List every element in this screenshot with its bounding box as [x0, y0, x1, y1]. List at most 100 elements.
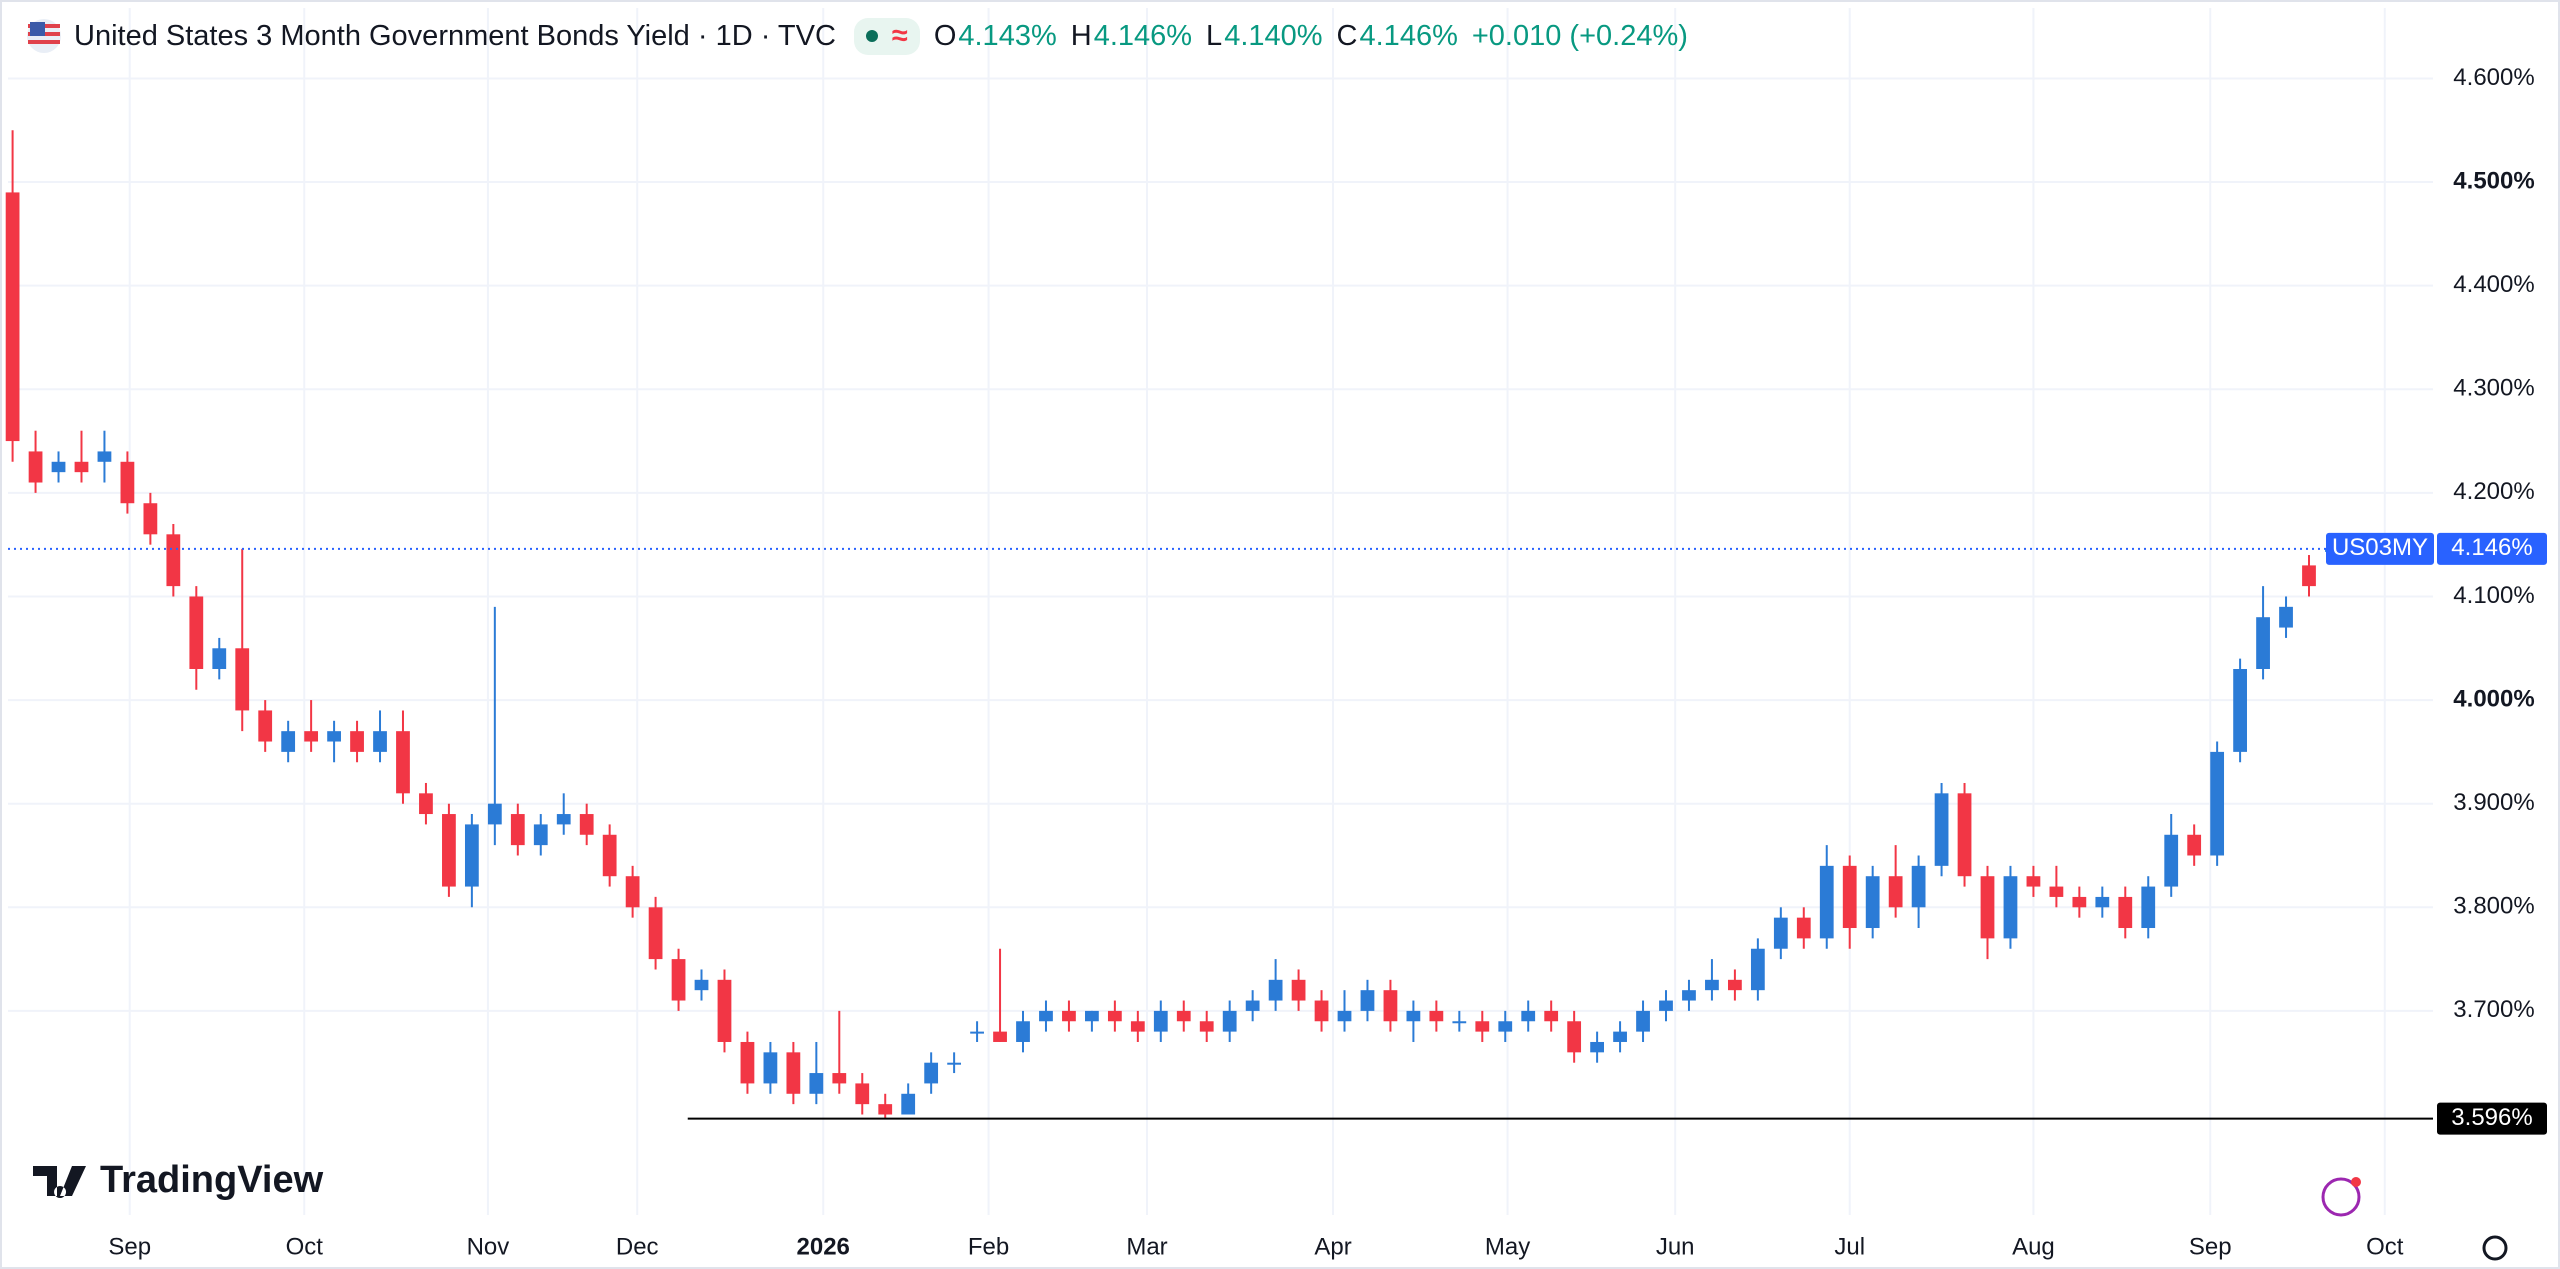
candle-body	[1796, 917, 1811, 939]
candle-body	[1062, 1010, 1076, 1022]
low-value: 4.140%	[1224, 19, 1323, 52]
candle-body	[1957, 793, 1972, 877]
x-tick-label: Oct	[2366, 1233, 2404, 1260]
candle-body	[1980, 876, 1995, 939]
candle-body	[2072, 896, 2087, 908]
candle-body	[970, 1031, 984, 1034]
candle-body	[1245, 1000, 1260, 1011]
open-value: 4.143%	[958, 19, 1057, 52]
candle-body	[258, 710, 273, 742]
y-tick-label: 3.900%	[2453, 789, 2534, 816]
x-tick-label: Sep	[2189, 1233, 2232, 1260]
x-tick-label: Aug	[2012, 1233, 2055, 1260]
candle-body	[487, 803, 502, 825]
candle-body	[2118, 896, 2133, 929]
close-value: 4.146%	[1359, 19, 1458, 52]
candle-body	[1475, 1021, 1490, 1032]
candle-body	[2141, 886, 2156, 929]
candle-body	[2233, 669, 2247, 752]
candle-body	[1911, 865, 1926, 908]
candle-body	[1085, 1010, 1099, 1022]
high-value: 4.146%	[1093, 19, 1193, 52]
x-tick-label: 2026	[797, 1233, 850, 1260]
price-tag-label: 4.146%	[2451, 534, 2532, 561]
candle-body	[2210, 751, 2225, 856]
x-tick-label: Apr	[1314, 1233, 1351, 1260]
open-label: O	[933, 19, 957, 52]
y-tick-label: 4.200%	[2453, 478, 2534, 505]
x-tick-label: Sep	[108, 1233, 151, 1260]
candle-body	[533, 824, 548, 846]
candle-body	[2003, 876, 2018, 939]
low-tag-label: 3.596%	[2451, 1104, 2532, 1131]
candle-body	[1636, 1010, 1650, 1032]
symbol-tag	[2326, 532, 2434, 565]
x-tick-label: May	[1485, 1233, 1530, 1260]
y-tick-label: 4.600%	[2453, 64, 2534, 91]
candle-body	[212, 648, 227, 670]
candle-body	[648, 907, 663, 960]
price-tag	[2437, 532, 2547, 565]
watermark-logo	[33, 1166, 86, 1198]
close-label: C	[1336, 19, 1358, 52]
candle-body	[1360, 990, 1375, 1011]
candle-body	[2187, 834, 2202, 856]
candle-body	[235, 648, 250, 711]
candle-body	[1521, 1010, 1536, 1022]
candle-body	[763, 1052, 778, 1084]
candle-body	[419, 793, 433, 815]
candle-body	[740, 1041, 755, 1084]
candle-body	[1544, 1010, 1559, 1022]
status-badge[interactable]: ≈	[853, 17, 920, 55]
candle-body	[1865, 876, 1880, 929]
candle-body	[1728, 979, 1742, 991]
candle-body	[2164, 834, 2179, 887]
flash-dot	[2351, 1177, 2361, 1187]
candle-body	[28, 451, 43, 483]
candle-body	[947, 1062, 962, 1065]
candle-body	[2095, 896, 2110, 908]
candle-body	[1613, 1031, 1627, 1042]
candle-body	[832, 1073, 847, 1084]
candle-body	[1153, 1010, 1168, 1032]
candle-body	[1659, 1000, 1673, 1011]
candle-body	[327, 731, 341, 742]
candle-body	[1383, 990, 1398, 1022]
symbol-tag-label: US03MY	[2332, 534, 2428, 561]
candle-body	[625, 876, 640, 908]
candle-body	[1705, 979, 1719, 991]
y-tick-label: 3.800%	[2453, 893, 2534, 920]
x-tick-label: Dec	[616, 1233, 659, 1260]
legend-header: United States 3 Month Government Bonds Y…	[26, 14, 1702, 58]
flash-icon	[2321, 1177, 2361, 1217]
candle-body	[464, 824, 479, 887]
candle-body	[281, 731, 296, 752]
y-tick-label: 4.400%	[2453, 271, 2534, 298]
x-tick-label: Oct	[286, 1233, 324, 1260]
candle-body	[1176, 1010, 1191, 1022]
y-tick-label: 4.100%	[2453, 582, 2534, 609]
candle-body	[1337, 1010, 1352, 1022]
candle-body	[1314, 1000, 1329, 1022]
candle-body	[1682, 990, 1696, 1001]
candle-body	[2026, 876, 2041, 887]
candle-body	[694, 979, 709, 991]
candle-body	[901, 1093, 916, 1115]
candle-body	[2302, 565, 2316, 587]
candle-body	[1199, 1021, 1214, 1032]
candle-body	[1107, 1010, 1122, 1022]
candle-body	[304, 731, 319, 742]
candle-body	[2049, 886, 2064, 897]
candle-body	[717, 979, 732, 1042]
x-tick-label: Feb	[968, 1233, 1009, 1260]
candle-body	[1590, 1041, 1604, 1053]
candle-body	[878, 1104, 893, 1115]
candle-body	[602, 834, 617, 877]
symbol-title[interactable]: United States 3 Month Government Bonds Y…	[74, 19, 836, 52]
candle-body	[1567, 1021, 1582, 1053]
candle-body	[809, 1073, 824, 1094]
candle-body	[1819, 865, 1834, 939]
